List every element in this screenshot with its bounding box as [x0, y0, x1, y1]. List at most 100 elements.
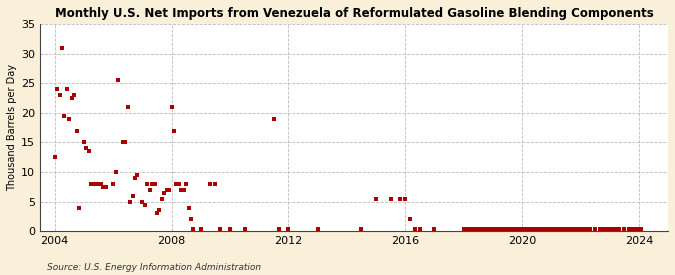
Point [577, 227, 588, 232]
Point [269, 116, 279, 121]
Point [57, 45, 68, 50]
Point [186, 217, 196, 222]
Point [529, 227, 539, 232]
Point [142, 182, 153, 186]
Point [536, 227, 547, 232]
Point [609, 227, 620, 232]
Point [599, 227, 610, 232]
Point [395, 196, 406, 201]
Point [495, 227, 506, 232]
Point [159, 191, 169, 195]
Point [88, 182, 99, 186]
Point [556, 227, 566, 232]
Point [522, 227, 533, 232]
Point [583, 227, 593, 232]
Point [568, 227, 578, 232]
Point [66, 96, 77, 100]
Point [519, 227, 530, 232]
Point [597, 227, 608, 232]
Point [84, 149, 95, 153]
Point [188, 227, 199, 232]
Point [553, 227, 564, 232]
Point [475, 227, 486, 232]
Point [585, 227, 595, 232]
Point [614, 227, 625, 232]
Point [108, 182, 119, 186]
Point [480, 227, 491, 232]
Point [487, 227, 498, 232]
Point [71, 128, 82, 133]
Point [633, 227, 644, 232]
Point [410, 227, 421, 232]
Point [492, 227, 503, 232]
Point [239, 227, 250, 232]
Point [463, 227, 474, 232]
Point [548, 227, 559, 232]
Point [514, 227, 525, 232]
Point [490, 227, 501, 232]
Point [166, 104, 177, 109]
Point [619, 227, 630, 232]
Point [543, 227, 554, 232]
Point [98, 185, 109, 189]
Point [69, 93, 80, 97]
Point [171, 182, 182, 186]
Point [502, 227, 513, 232]
Point [74, 205, 84, 210]
Point [534, 227, 545, 232]
Point [604, 227, 615, 232]
Point [59, 114, 70, 118]
Point [371, 196, 381, 201]
Point [531, 227, 542, 232]
Point [283, 227, 294, 232]
Point [524, 227, 535, 232]
Text: Source: U.S. Energy Information Administration: Source: U.S. Energy Information Administ… [47, 263, 261, 272]
Point [624, 227, 634, 232]
Point [478, 227, 489, 232]
Point [120, 140, 131, 145]
Point [563, 227, 574, 232]
Point [312, 227, 323, 232]
Point [485, 227, 495, 232]
Point [510, 227, 520, 232]
Point [183, 205, 194, 210]
Point [636, 227, 647, 232]
Point [507, 227, 518, 232]
Point [139, 202, 150, 207]
Point [580, 227, 591, 232]
Point [570, 227, 581, 232]
Point [96, 182, 107, 186]
Point [178, 188, 189, 192]
Point [551, 227, 562, 232]
Point [504, 227, 515, 232]
Point [558, 227, 569, 232]
Point [81, 146, 92, 150]
Point [110, 170, 121, 174]
Point [607, 227, 618, 232]
Point [151, 211, 162, 216]
Point [127, 193, 138, 198]
Point [400, 196, 410, 201]
Point [137, 199, 148, 204]
Point [539, 227, 549, 232]
Point [560, 227, 571, 232]
Point [169, 128, 180, 133]
Point [273, 227, 284, 232]
Point [132, 173, 143, 177]
Point [497, 227, 508, 232]
Point [470, 227, 481, 232]
Point [590, 227, 601, 232]
Point [595, 227, 605, 232]
Point [575, 227, 586, 232]
Point [631, 227, 642, 232]
Point [512, 227, 522, 232]
Point [93, 182, 104, 186]
Point [164, 188, 175, 192]
Point [86, 182, 97, 186]
Point [130, 176, 140, 180]
Point [483, 227, 493, 232]
Point [161, 188, 172, 192]
Point [215, 227, 225, 232]
Point [626, 227, 637, 232]
Point [64, 116, 75, 121]
